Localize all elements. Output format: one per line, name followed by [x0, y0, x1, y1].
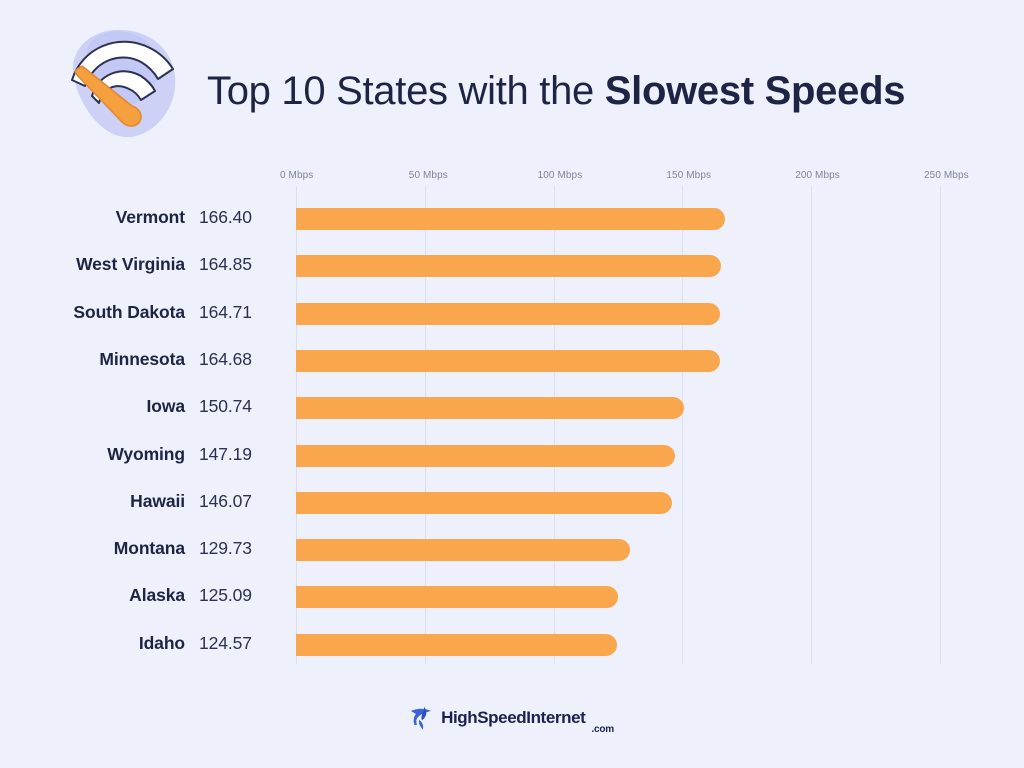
brand-footer: HighSpeedInternet .com — [0, 698, 1024, 738]
bar-row-value-label: 147.19 — [199, 443, 252, 464]
bar-row-state-label: Hawaii — [130, 490, 185, 511]
x-axis-tick-label: 100 Mbps — [537, 170, 583, 181]
bar-row-value-label: 150.74 — [199, 396, 252, 417]
bar — [296, 397, 685, 420]
bar-row-value-label: 146.07 — [199, 490, 252, 511]
gridline — [553, 186, 555, 664]
x-axis-tick-label: 0 Mbps — [280, 170, 314, 181]
bar — [296, 302, 721, 325]
bar — [296, 349, 721, 372]
bar-row: Wyoming 147.19 — [0, 433, 1024, 480]
bar — [296, 208, 725, 230]
gridline — [296, 186, 297, 664]
bar-row-value-label: 164.68 — [199, 348, 252, 369]
bar-row: Montana 129.73 — [0, 527, 1024, 574]
bar-row: Idaho 124.57 — [0, 622, 1024, 669]
bar-row-state-label: Idaho — [138, 632, 185, 653]
bar-row-state-label: West Virginia — [76, 254, 185, 275]
bar-row-value-label: 164.71 — [199, 301, 252, 322]
bar — [296, 255, 721, 278]
bar-row-state-label: Iowa — [146, 396, 186, 417]
bar-row: Minnesota 164.68 — [0, 338, 1024, 385]
bar-row-value-label: 129.73 — [199, 538, 252, 559]
bar-row-value-label: 124.57 — [199, 632, 252, 653]
page-title: Top 10 States with the Slowest Speeds — [207, 66, 905, 116]
header: Top 10 States with the Slowest Speeds — [0, 0, 1024, 160]
bar — [296, 586, 619, 609]
bar — [296, 491, 673, 514]
bar-row-state-label: South Dakota — [73, 301, 185, 322]
x-axis-tick-label: 150 Mbps — [666, 170, 712, 181]
bar-row-value-label: 125.09 — [199, 585, 252, 606]
bar — [296, 539, 631, 562]
bar-row-state-label: Minnesota — [99, 348, 185, 369]
bar-row-value-label: 166.40 — [199, 207, 252, 227]
wifi-speedometer-icon — [52, 26, 188, 142]
bar-row-state-label: Wyoming — [107, 443, 185, 464]
bar-row: Alaska 125.09 — [0, 574, 1024, 621]
bar-row-state-label: Montana — [113, 538, 185, 559]
gridline — [682, 186, 684, 664]
bar-row: Hawaii 146.07 — [0, 480, 1024, 527]
gridline — [811, 186, 813, 664]
bar-row-value-label: 164.85 — [199, 254, 252, 275]
brand-name: HighSpeedInternet — [441, 708, 586, 727]
bar-row: Vermont 166.40 — [0, 196, 1024, 243]
x-axis-tick-label: 250 Mbps — [924, 170, 969, 181]
bar — [296, 633, 617, 656]
gridline — [424, 186, 426, 664]
bar-row-state-label: Vermont — [115, 207, 185, 227]
bar — [296, 444, 676, 467]
bar-row-state-label: Alaska — [129, 585, 185, 606]
bar-row: South Dakota 164.71 — [0, 291, 1024, 338]
gridline — [940, 186, 941, 664]
x-axis-tick-label: 200 Mbps — [795, 170, 840, 181]
bar-row: Iowa 150.74 — [0, 385, 1024, 432]
bar-row: West Virginia 164.85 — [0, 243, 1024, 290]
x-axis-tick-label: 50 Mbps — [408, 170, 448, 181]
page-title-strong: Slowest Speeds — [604, 69, 906, 113]
bird-swoosh-icon — [411, 707, 432, 730]
page-title-plain: Top 10 States with the — [207, 69, 605, 113]
brand-tld: .com — [591, 724, 614, 735]
